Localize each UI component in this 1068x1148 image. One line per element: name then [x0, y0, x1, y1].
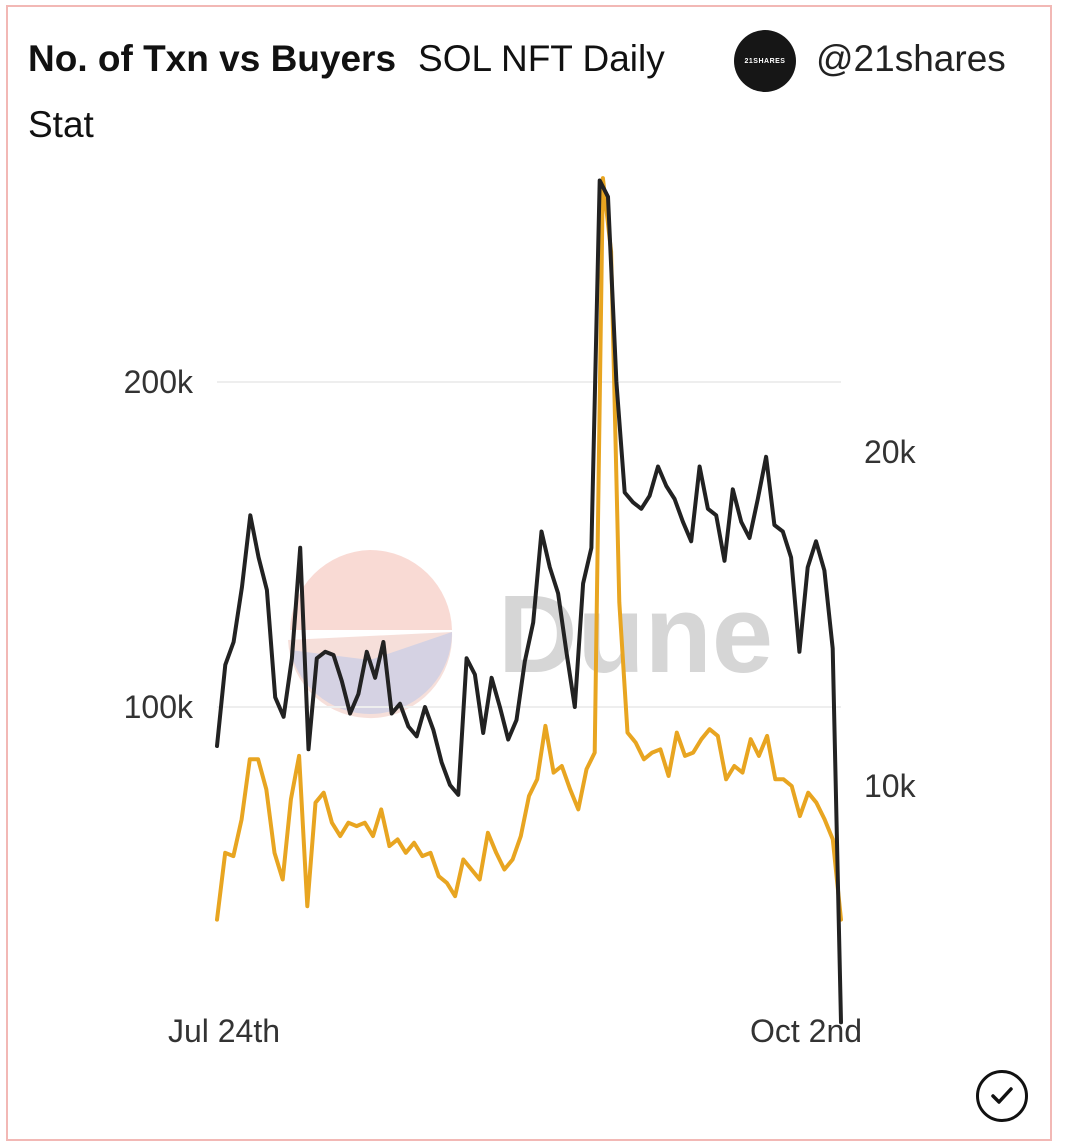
chart-subtitle-continued: Stat [28, 104, 94, 145]
watermark-text: Dune [498, 573, 773, 696]
y-right-tick-label: 10k [864, 768, 917, 804]
y-left-tick-label: 100k [124, 689, 194, 725]
author-handle[interactable]: @21shares [816, 38, 1006, 79]
y-left-tick-label: 200k [124, 364, 194, 400]
21shares-logo-icon: 21SHARES [734, 30, 796, 92]
chart-card [6, 5, 1052, 1141]
series-line-buyers [215, 176, 843, 922]
series-line-txn [215, 178, 843, 1025]
chart-title: No. of Txn vs Buyers [28, 38, 397, 79]
chart-header: No. of Txn vs Buyers SOL NFT Daily [28, 38, 1038, 80]
chart-subtitle: SOL NFT Daily [418, 38, 665, 79]
x-tick-label: Oct 2nd [750, 1013, 862, 1049]
x-tick-label: Jul 24th [168, 1013, 280, 1049]
y-right-tick-label: 20k [864, 434, 917, 470]
verified-check-icon[interactable] [976, 1070, 1028, 1122]
